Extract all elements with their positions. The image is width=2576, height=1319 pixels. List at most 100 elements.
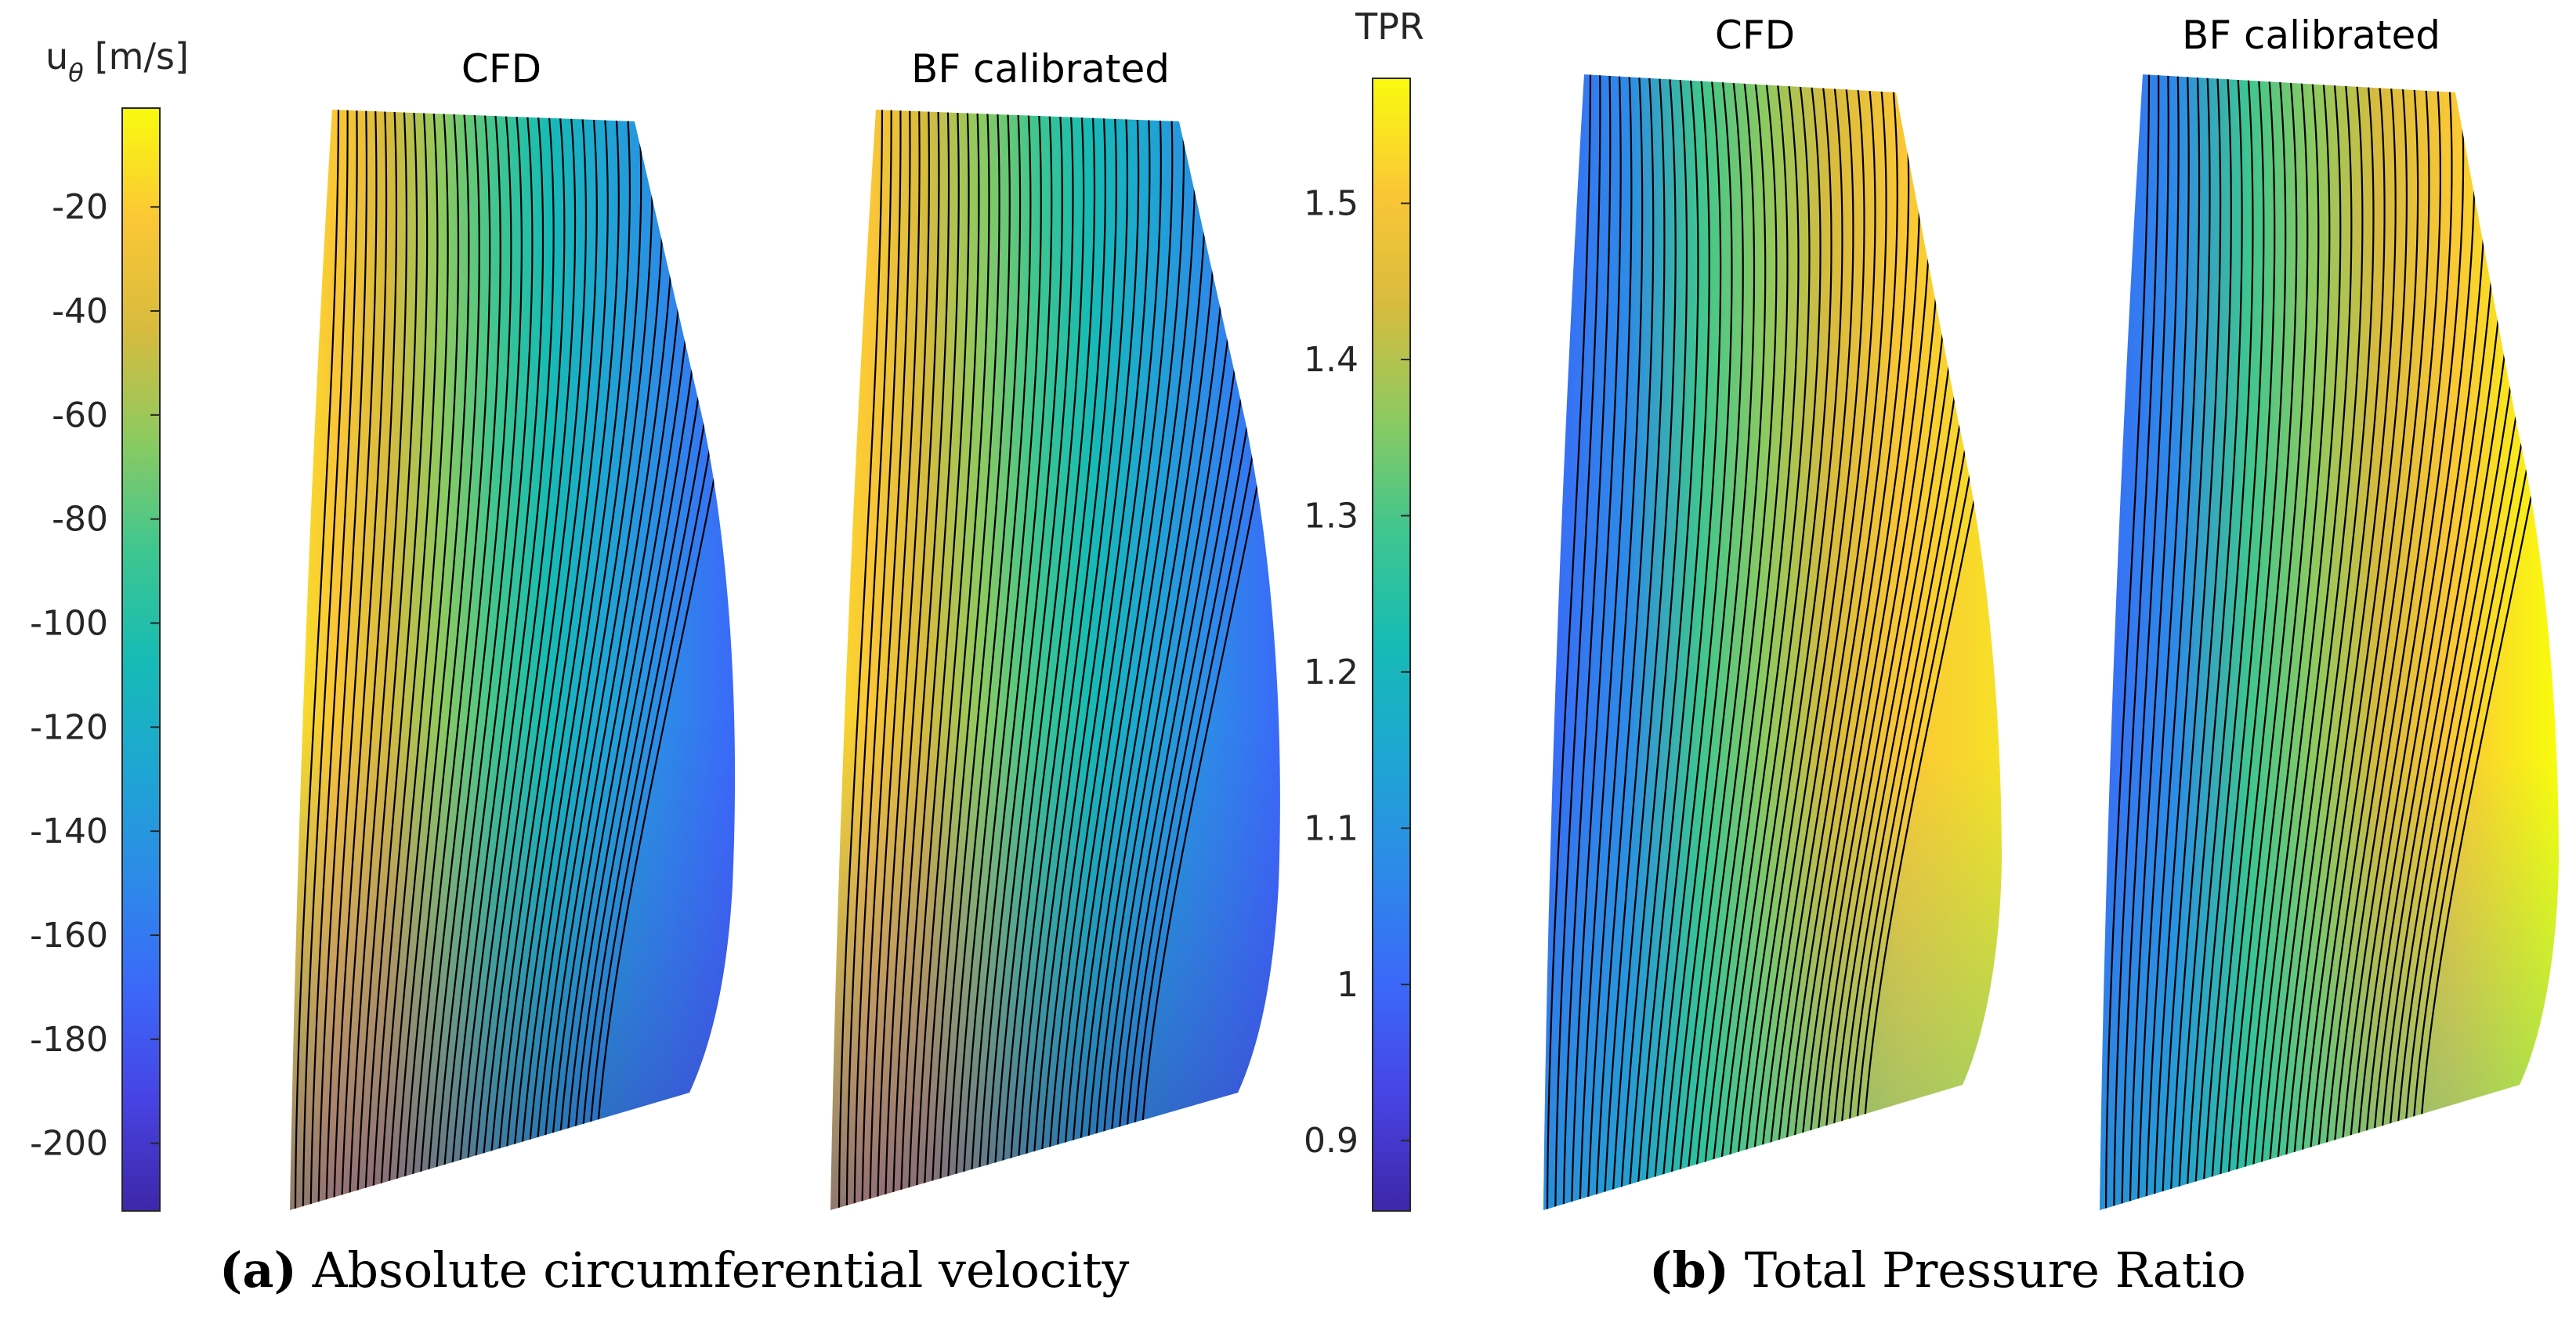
colorbar-a-unit: [m/s]: [95, 35, 189, 78]
contour-line: [2153, 74, 2211, 1210]
contour-line: [1029, 110, 1140, 1210]
colorbar-a-bar: [121, 107, 161, 1212]
contour-line: [968, 110, 1053, 1210]
contour-line: [2232, 74, 2320, 1210]
panel-b2-shade: [2100, 74, 2559, 1210]
contour-line: [961, 110, 1042, 1210]
contour-line: [2113, 74, 2160, 1210]
contour-line: [999, 110, 1096, 1210]
contour-line: [2121, 74, 2169, 1210]
contour-line: [493, 110, 609, 1210]
contour-line: [2129, 74, 2180, 1210]
colorbar-tick-label: 1: [1337, 965, 1359, 1005]
contour-line: [1007, 110, 1107, 1210]
contour-line: [1706, 74, 1811, 1210]
panel-a2-title: BF calibrated: [911, 46, 1170, 92]
contour-line: [1771, 74, 1898, 1210]
contour-line: [2176, 74, 2243, 1210]
contour-line: [486, 110, 598, 1210]
contour-line: [983, 110, 1074, 1210]
contour-line: [1691, 74, 1789, 1210]
contour-line: [317, 110, 368, 1210]
panel-b1-shade: [1543, 74, 2002, 1210]
contour-line: [876, 110, 931, 1210]
contour-line: [1642, 74, 1722, 1210]
contour-line: [2192, 74, 2265, 1210]
contour-line: [991, 110, 1085, 1210]
contour-line: [531, 110, 665, 1210]
colorbar-tick-label: -20: [52, 187, 108, 227]
colorbar-a-label: uθ [m/s]: [45, 35, 189, 88]
contour-line: [1554, 74, 1601, 1210]
contour-line: [432, 110, 523, 1210]
contour-line: [2288, 74, 2397, 1210]
colorbar-a-ticks: -20 -40 -60 -80 -100 -120 -140 -160 -180 -200: [30, 187, 160, 1164]
colorbar-b: TPR 1.5 1.4 1.3 1.2 1.1 1 0.9: [1304, 5, 1424, 1212]
contour-line: [2209, 74, 2287, 1210]
contour-line: [470, 110, 577, 1210]
contour-line: [907, 110, 970, 1210]
contour-line: [340, 110, 398, 1210]
contour-line: [409, 110, 491, 1210]
contour-line: [1129, 110, 1280, 1210]
colorbar-tick-label: 1.4: [1304, 340, 1359, 380]
contour-line: [1594, 74, 1655, 1210]
contour-line: [1578, 74, 1633, 1210]
contour-line: [1022, 110, 1129, 1210]
contour-line: [2280, 74, 2386, 1210]
contour-line: [914, 110, 980, 1210]
contour-line: [1626, 74, 1699, 1210]
colorbar-tick-label: -60: [52, 396, 108, 435]
contour-line: [869, 110, 921, 1210]
contour-line: [1683, 74, 1778, 1210]
contour-line: [2249, 74, 2342, 1210]
contour-line: [1731, 74, 1843, 1210]
contour-line: [356, 110, 418, 1210]
contour-line: [1738, 74, 1854, 1210]
colorbar-tick-label: -200: [30, 1124, 108, 1164]
contour-line: [1859, 74, 2002, 1210]
panel-b2-contour-lines: [2104, 74, 2559, 1210]
contour-line: [584, 110, 736, 1210]
contour-line: [853, 110, 902, 1210]
contour-line: [1037, 110, 1151, 1210]
contour-line: [454, 110, 555, 1210]
caption-b: (b) Total Pressure Ratio: [1649, 1241, 2246, 1299]
contour-line: [2264, 74, 2364, 1210]
contour-line: [1699, 74, 1800, 1210]
panel-b1-contour: [1543, 74, 2002, 1210]
contour-line: [424, 110, 512, 1210]
contour-line: [440, 110, 534, 1210]
contour-line: [1659, 74, 1744, 1210]
contour-line: [1562, 74, 1612, 1210]
contour-line: [1787, 74, 1921, 1210]
contour-line: [2296, 74, 2408, 1210]
contour-line: [1052, 110, 1174, 1210]
contour-line: [386, 110, 460, 1210]
contour-line: [1651, 74, 1733, 1210]
contour-line: [309, 110, 358, 1210]
contour-line: [1674, 74, 1767, 1210]
contour-line: [2408, 74, 2559, 1210]
contour-line: [294, 110, 340, 1210]
contour-line: [325, 110, 378, 1210]
contour-line: [348, 110, 408, 1210]
contour-line: [2144, 74, 2201, 1210]
contour-line: [1076, 110, 1208, 1210]
contour-line: [447, 110, 545, 1210]
caption-a: (a) Absolute circumferential velocity: [219, 1241, 1129, 1299]
colorbar-tick-label: -180: [30, 1020, 108, 1060]
caption-b-label: (b): [1649, 1241, 1730, 1299]
contour-line: [2224, 74, 2309, 1210]
contour-line: [2136, 74, 2190, 1210]
contour-line: [2312, 74, 2430, 1210]
contour-line: [1586, 74, 1644, 1210]
contour-line: [332, 110, 388, 1210]
colorbar-tick-label: -40: [52, 291, 108, 331]
contour-line: [2256, 74, 2353, 1210]
contour-line: [371, 110, 439, 1210]
colorbar-tick-label: -140: [30, 811, 108, 851]
caption-a-label: (a): [219, 1241, 297, 1299]
contour-line: [922, 110, 990, 1210]
contour-line: [899, 110, 960, 1210]
